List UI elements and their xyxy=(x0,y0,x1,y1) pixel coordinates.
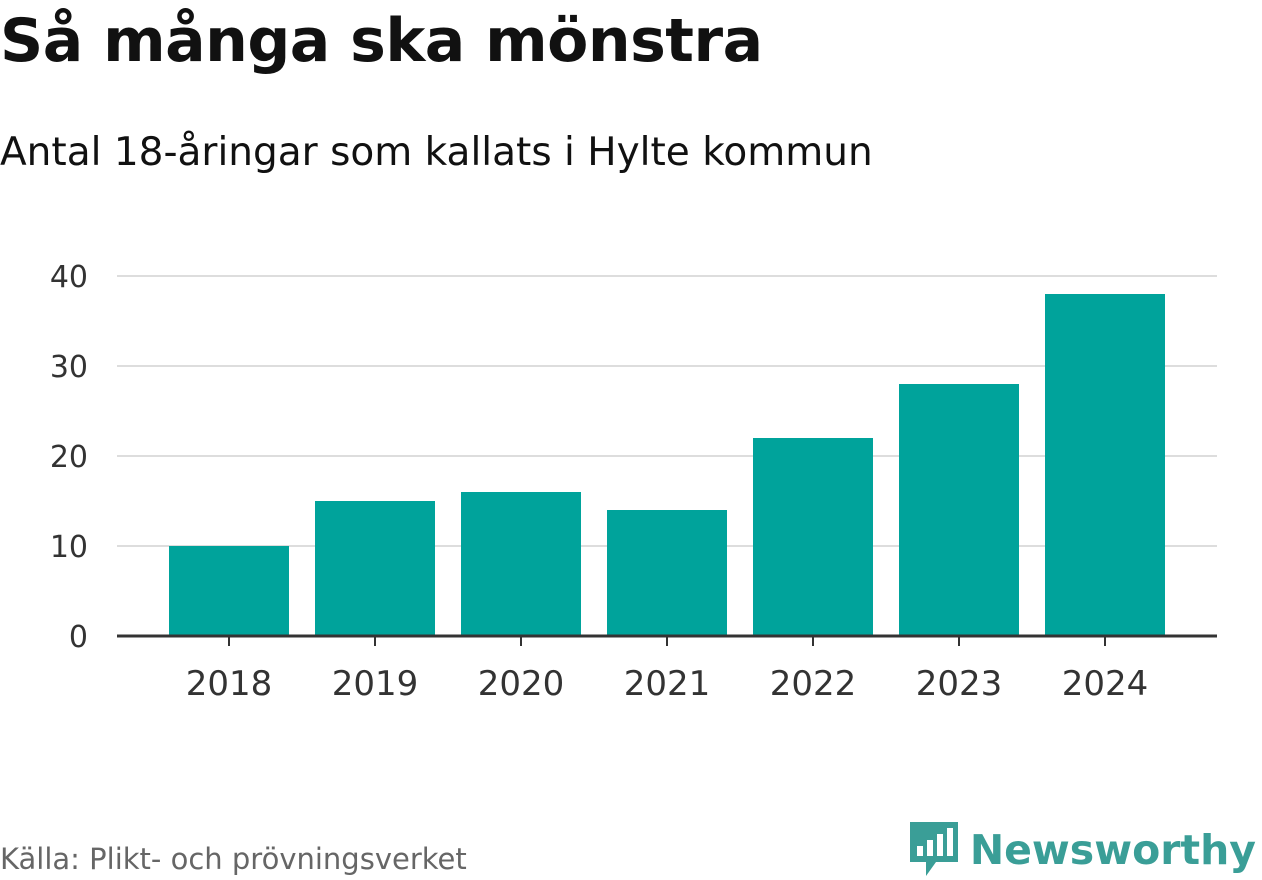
x-tick-label: 2024 xyxy=(1062,664,1149,704)
y-tick-label: 20 xyxy=(50,440,88,475)
x-tick-label: 2021 xyxy=(624,664,711,704)
x-tick-label: 2023 xyxy=(916,664,1003,704)
bar xyxy=(169,546,289,636)
y-tick-label: 10 xyxy=(50,530,88,565)
x-tick-label: 2020 xyxy=(478,664,565,704)
source-note: Källa: Plikt- och prövningsverket xyxy=(0,842,467,876)
bar xyxy=(315,501,435,636)
bar xyxy=(1045,294,1165,636)
x-tick-label: 2022 xyxy=(770,664,857,704)
y-tick-label: 30 xyxy=(50,350,88,385)
y-tick-label: 40 xyxy=(50,260,88,295)
bar xyxy=(753,438,873,636)
bar-chart-speech-bubble-icon xyxy=(909,822,958,876)
chart-subtitle: Antal 18-åringar som kallats i Hylte kom… xyxy=(0,130,873,175)
bar xyxy=(607,510,727,636)
chart-title: Så många ska mönstra xyxy=(0,6,763,76)
bar xyxy=(899,384,1019,636)
brand-logo: Newsworthy xyxy=(908,820,1256,880)
x-tick-label: 2019 xyxy=(332,664,419,704)
bar-chart: 0 10 20 30 40 2018 2019 2020 2021 2022 2023 2024 xyxy=(50,260,1217,704)
x-tick-label: 2018 xyxy=(186,664,273,704)
brand-name: Newsworthy xyxy=(969,826,1256,874)
y-tick-label: 0 xyxy=(69,620,88,655)
bar xyxy=(461,492,581,636)
